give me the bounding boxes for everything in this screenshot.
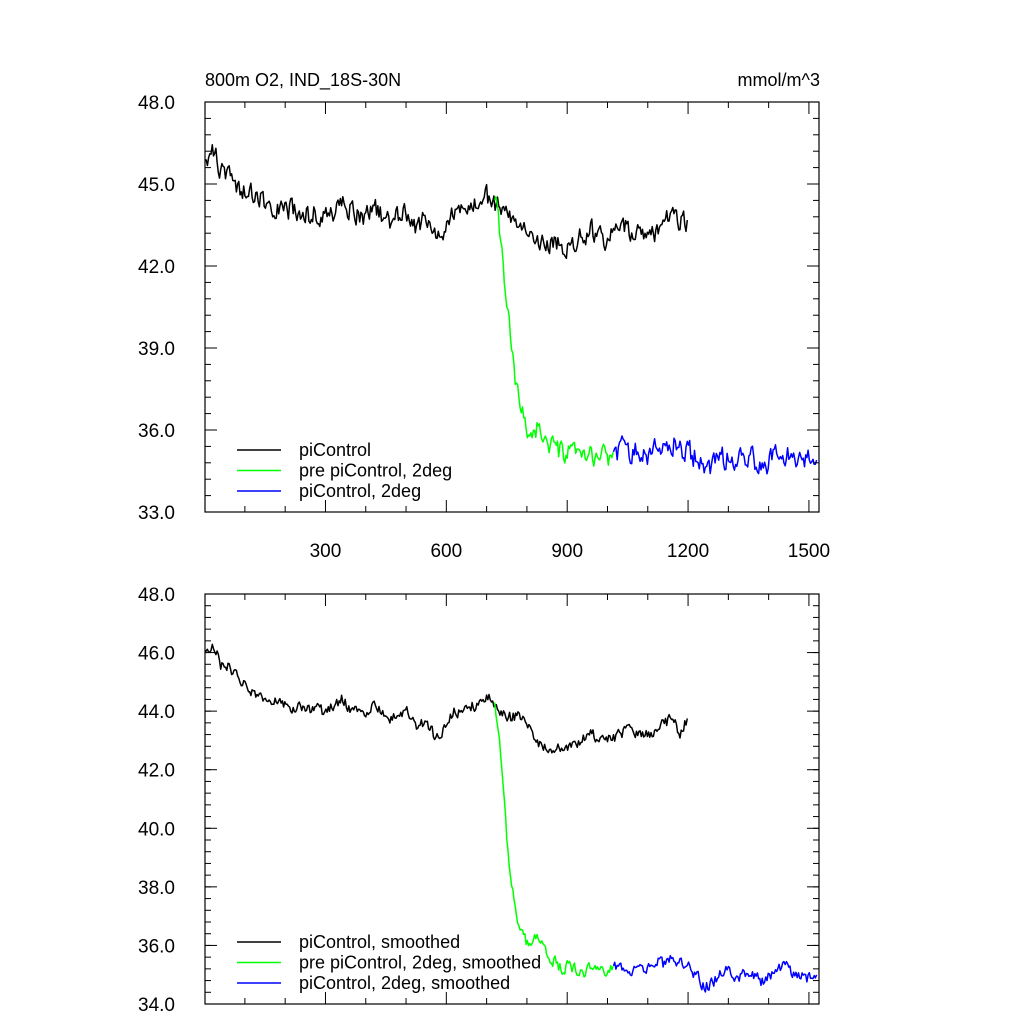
top-y-tick-label: 42.0 — [138, 257, 175, 278]
top-y-tick-label: 33.0 — [138, 503, 175, 524]
bottom-legend-label: piControl, smoothed — [299, 932, 460, 952]
top-legend-label: piControl, 2deg — [299, 481, 421, 501]
top-y-tick-label: 45.0 — [138, 175, 175, 196]
top-legend-label: piControl — [299, 440, 371, 460]
top-series-line-1 — [204, 144, 689, 260]
top-x-tick-label: 900 — [551, 541, 583, 562]
top-axis-ticks — [205, 101, 819, 513]
bottom-legend-label: piControl, 2deg, smoothed — [299, 973, 510, 993]
top-series-line-3 — [612, 435, 818, 475]
bottom-y-tick-label: 38.0 — [138, 878, 175, 899]
units-label: mmol/m^3 — [738, 70, 820, 90]
bottom-panel: 34.0 36.0 38.0 40.0 42.0 44.0 46.0 48.0 piContr… — [138, 585, 820, 1016]
figure-title: 800m O2, IND_18S-30N — [205, 70, 401, 91]
top-x-tick-label: 600 — [430, 541, 462, 562]
top-series-line-2 — [493, 196, 614, 467]
bottom-tick-labels: 34.0 36.0 38.0 40.0 42.0 44.0 46.0 48.0 — [138, 585, 175, 1016]
top-y-tick-label: 36.0 — [138, 421, 175, 442]
top-legend-label: pre piControl, 2deg — [299, 461, 452, 481]
bottom-y-tick-label: 42.0 — [138, 761, 175, 782]
bottom-y-tick-label: 40.0 — [138, 819, 175, 840]
top-x-tick-label: 300 — [310, 541, 342, 562]
top-panel: 33.0 36.0 39.0 42.0 45.0 48.0 300 600 900 1200 150… — [138, 93, 830, 562]
top-y-tick-label: 39.0 — [138, 339, 175, 360]
top-x-tick-label: 1200 — [667, 541, 709, 562]
bottom-y-tick-label: 36.0 — [138, 936, 175, 957]
bottom-series-line-2 — [493, 702, 614, 978]
top-plot-frame — [204, 101, 820, 513]
bottom-series-lines — [204, 643, 818, 993]
bottom-y-tick-label: 34.0 — [138, 995, 175, 1016]
top-x-tick-label: 1500 — [788, 541, 830, 562]
bottom-y-tick-label: 46.0 — [138, 644, 175, 665]
bottom-y-tick-label: 44.0 — [138, 702, 175, 723]
bottom-axis-ticks — [205, 593, 819, 1005]
bottom-plot-frame — [204, 593, 820, 1005]
top-y-tick-label: 48.0 — [138, 93, 175, 114]
bottom-series-line-1 — [204, 643, 689, 754]
top-tick-labels: 33.0 36.0 39.0 42.0 45.0 48.0 300 600 900 1200 150… — [138, 93, 830, 562]
top-series-lines — [204, 144, 818, 475]
bottom-y-tick-label: 48.0 — [138, 585, 175, 606]
bottom-legend-label: pre piControl, 2deg, smoothed — [299, 953, 541, 973]
bottom-series-line-3 — [612, 954, 818, 993]
